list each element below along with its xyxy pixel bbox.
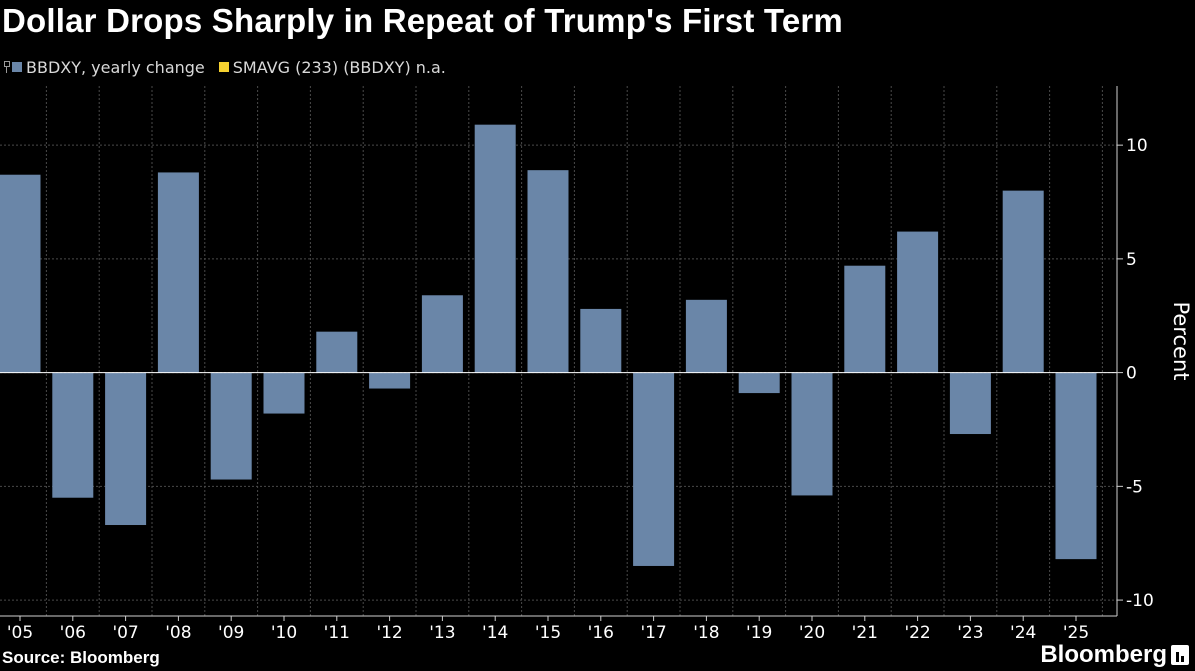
bar-18 [685,299,727,373]
x-tick-label: '13 [429,623,455,643]
bar-17 [633,372,675,566]
x-tick-label: '23 [957,623,983,643]
x-tick-label: '11 [324,623,350,643]
x-tick-label: '10 [271,623,297,643]
bar-19 [738,372,780,394]
x-tick-label: '08 [165,623,191,643]
bar-14 [474,124,516,373]
x-tick-label: '09 [218,623,244,643]
bar-08 [157,172,199,373]
x-tick-label: '22 [904,623,930,643]
y-axis-title: Percent [1169,301,1193,380]
chart-title: Dollar Drops Sharply in Repeat of Trump'… [2,2,843,39]
bar-20 [791,372,833,496]
x-tick-label: '19 [746,623,772,643]
y-tick-label: -5 [1126,477,1143,497]
brand-name: Bloomberg [1040,641,1167,668]
legend-label-smavg: SMAVG (233) (BBDXY) n.a. [232,57,446,77]
legend-item-smavg: SMAVG (233) (BBDXY) n.a. [218,57,446,77]
bar-11 [316,331,358,373]
x-tick-label: '06 [60,623,86,643]
bar-06 [52,372,94,498]
x-tick-label: '24 [1010,623,1036,643]
x-tick-label: '12 [376,623,402,643]
brand-logo: Bloomberg [1040,641,1189,669]
x-tick-label: '20 [799,623,825,643]
legend-label-bbdxy: BBDXY, yearly change [26,57,205,77]
bloomberg-logo-icon [1171,645,1189,665]
bar-25 [1055,372,1097,560]
bar-23 [949,372,991,435]
bar-15 [527,170,569,373]
y-tick-label: 5 [1126,250,1137,270]
bar-09 [210,372,252,480]
bar-10 [263,372,305,414]
legend-swatch-bbdxy [12,62,22,72]
bar-22 [897,231,939,373]
bar-05 [0,174,41,373]
bar-16 [580,308,622,373]
x-tick-label: '16 [588,623,614,643]
x-tick-label: '05 [7,623,33,643]
x-tick-label: '15 [535,623,561,643]
y-tick-label: -10 [1126,591,1154,611]
x-tick-label: '14 [482,623,508,643]
source-note: Source: Bloomberg [2,648,160,667]
bar-21 [844,265,886,373]
bar-13 [421,295,463,373]
x-tick-label: '25 [1063,623,1089,643]
legend-swatch-smavg [218,62,229,72]
x-tick-label: '07 [112,623,138,643]
x-tick-label: '18 [693,623,719,643]
y-tick-label: 10 [1126,136,1148,156]
x-tick-label: '17 [640,623,666,643]
bar-07 [105,372,147,526]
pin-icon[interactable] [4,61,10,73]
y-tick-label: 0 [1126,364,1137,384]
legend-item-bbdxy: BBDXY, yearly change [12,58,205,77]
x-tick-label: '21 [852,623,878,643]
bar-12 [369,372,411,389]
bar-24 [1002,190,1044,373]
legend: BBDXY, yearly change SMAVG (233) (BBDXY)… [4,56,460,78]
